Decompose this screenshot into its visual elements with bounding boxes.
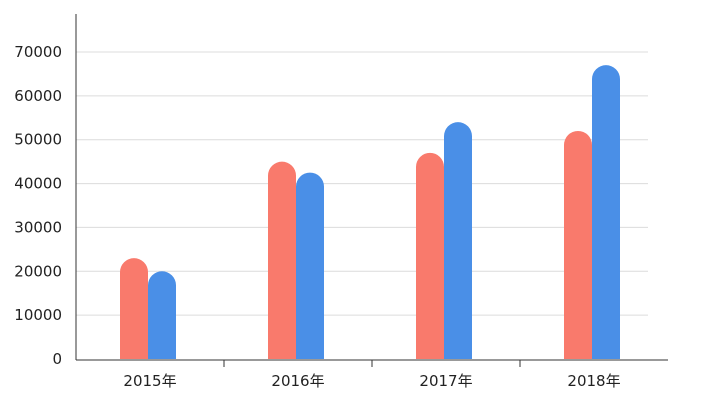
bar-2016年-series-1	[268, 161, 296, 359]
grid-layer	[76, 51, 648, 316]
x-category-label: 2017年	[419, 372, 472, 390]
y-tick-label: 50000	[14, 131, 62, 149]
axis-layer	[75, 14, 668, 367]
bar-2017年-series-2	[444, 122, 472, 359]
labels-layer: 0 10000 20000 30000 40000 50000 60000 70000 2015…	[14, 43, 620, 390]
bar-2018年-series-1	[564, 130, 592, 359]
bar-2015年-series-1	[120, 258, 148, 359]
bar-2017年-series-1	[416, 152, 444, 359]
y-tick-label: 20000	[14, 262, 62, 280]
x-category-label: 2016年	[271, 372, 324, 390]
x-category-label: 2015年	[123, 372, 176, 390]
bar-2016年-series-2	[296, 172, 324, 359]
y-tick-label: 0	[52, 350, 62, 368]
x-category-label: 2018年	[567, 372, 620, 390]
y-tick-label: 60000	[14, 87, 62, 105]
y-tick-label: 40000	[14, 175, 62, 193]
bars-layer	[120, 65, 620, 360]
y-tick-label: 70000	[14, 43, 62, 61]
bar-2015年-series-2	[148, 271, 176, 359]
y-tick-label: 10000	[14, 306, 62, 324]
bar-2018年-series-2	[592, 65, 620, 360]
y-tick-label: 30000	[14, 218, 62, 236]
